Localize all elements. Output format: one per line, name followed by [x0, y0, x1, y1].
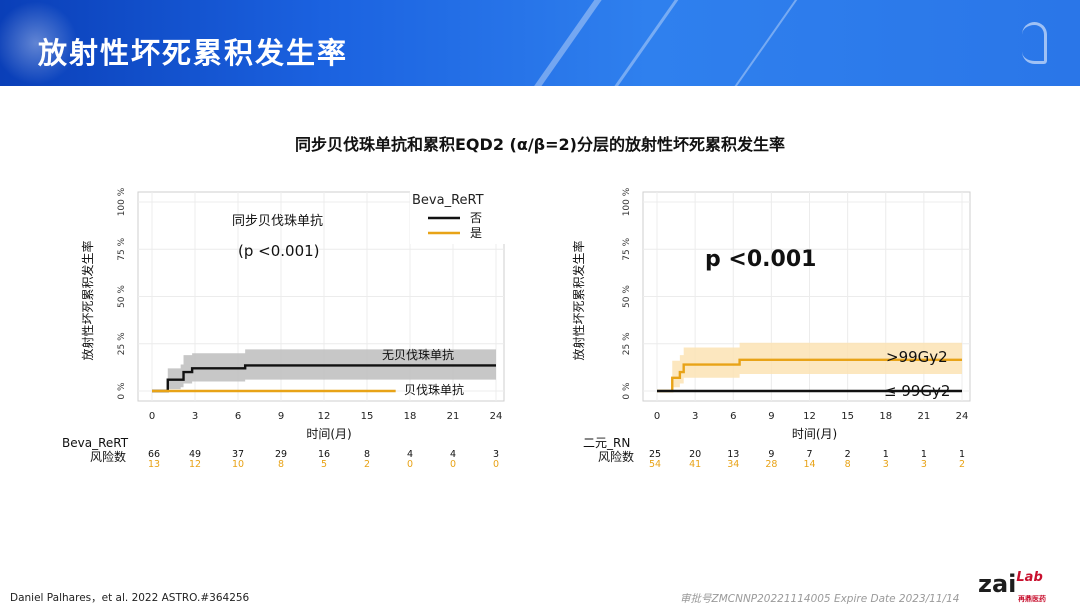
approval-number: 审批号ZMCNNP20221114005 Expire Date 2023/11… [680, 593, 960, 605]
x-tick-label: 6 [730, 411, 736, 422]
risk-table-value: 29 [275, 449, 287, 460]
legend-label: 否 [470, 211, 482, 225]
figure-subtitle: 同步贝伐珠单抗和累积EQD2 (α/β=2)分层的放射性坏死累积发生率 [295, 135, 785, 154]
x-tick-label: 15 [361, 411, 374, 422]
risk-table-value: 0 [450, 459, 456, 470]
risk-table-value: 9 [768, 449, 774, 460]
confidence-band [152, 349, 496, 391]
x-tick-label: 12 [803, 411, 816, 422]
risk-table-title: 二元_RN [583, 436, 630, 450]
x-tick-label: 12 [318, 411, 331, 422]
risk-table-value: 13 [727, 449, 739, 460]
risk-table-value: 1 [883, 449, 889, 460]
x-tick-label: 0 [654, 411, 660, 422]
x-tick-label: 18 [879, 411, 892, 422]
risk-table-value: 12 [189, 459, 201, 470]
risk-table-value: 66 [148, 449, 160, 460]
legend-label: 是 [470, 226, 482, 240]
zailab-logo: zaiLab 再鼎医药 [978, 570, 1046, 603]
y-tick-label: 100 % [117, 187, 127, 216]
risk-table-value: 0 [493, 459, 499, 470]
risk-table-value: 25 [649, 449, 661, 460]
risk-table-value: 13 [148, 459, 160, 470]
risk-table-value: 7 [806, 449, 812, 460]
x-tick-label: 21 [447, 411, 460, 422]
chart-annotation: (p <0.001) [238, 242, 320, 260]
y-tick-label: 0 % [622, 382, 632, 400]
x-tick-label: 24 [956, 411, 969, 422]
risk-table-value: 4 [407, 449, 413, 460]
risk-table-value: 20 [689, 449, 701, 460]
risk-table-value: 54 [649, 459, 661, 470]
x-tick-label: 3 [192, 411, 198, 422]
x-tick-label: 6 [235, 411, 241, 422]
risk-table-value: 41 [689, 459, 701, 470]
risk-table-value: 49 [189, 449, 201, 460]
y-tick-label: 75 % [117, 237, 127, 260]
x-tick-label: 18 [404, 411, 417, 422]
chart-bevacizumab: 0 %25 %50 %75 %100 %0 3 6 9 12 15 18 21 24时间(月)放… [62, 187, 506, 470]
chart-annotation: ≤ 99Gy2 [884, 382, 950, 400]
slide-header: 放射性坏死累积发生率 [0, 0, 1080, 86]
risk-table-value: 8 [364, 449, 370, 460]
risk-table-value: 4 [450, 449, 456, 460]
y-axis-label: 放射性坏死累积发生率 [80, 240, 95, 360]
x-tick-label: 9 [768, 411, 774, 422]
y-axis-label: 放射性坏死累积发生率 [571, 240, 586, 360]
y-tick-label: 25 % [622, 332, 632, 355]
risk-table-value: 3 [883, 459, 889, 470]
risk-table-value: 28 [765, 459, 777, 470]
x-tick-label: 9 [278, 411, 284, 422]
risk-table-label: 风险数 [598, 449, 634, 464]
x-axis-label: 时间(月) [792, 427, 837, 441]
risk-table-value: 10 [232, 459, 244, 470]
chart-annotation: >99Gy2 [886, 348, 948, 366]
risk-table-value: 3 [921, 459, 927, 470]
risk-table-value: 14 [803, 459, 815, 470]
risk-table-value: 0 [407, 459, 413, 470]
brain-graphic [0, 0, 90, 86]
chart-eqd2: 0 %25 %50 %75 %100 %0 3 6 9 12 15 18 21 24时间(月)放… [571, 187, 971, 470]
risk-table-value: 16 [318, 449, 330, 460]
risk-table-label: 风险数 [90, 449, 126, 464]
legend-title: Beva_ReRT [412, 193, 484, 208]
y-tick-label: 75 % [622, 237, 632, 260]
risk-table-value: 8 [278, 459, 284, 470]
x-tick-label: 0 [149, 411, 155, 422]
x-tick-label: 21 [918, 411, 931, 422]
ear-icon [1022, 22, 1047, 64]
risk-table-value: 5 [321, 459, 327, 470]
chart-annotation: 贝伐珠单抗 [404, 382, 464, 397]
chart-annotation: 同步贝伐珠单抗 [232, 214, 323, 229]
risk-table-value: 2 [845, 449, 851, 460]
x-tick-label: 3 [692, 411, 698, 422]
citation: Daniel Palhares，et al. 2022 ASTRO.#36425… [10, 592, 250, 604]
risk-table-value: 1 [921, 449, 927, 460]
risk-table-value: 37 [232, 449, 244, 460]
chart-annotation: p <0.001 [705, 247, 816, 272]
y-tick-label: 50 % [622, 285, 632, 308]
x-tick-label: 24 [490, 411, 503, 422]
y-tick-label: 0 % [117, 382, 127, 400]
risk-table-value: 2 [959, 459, 965, 470]
y-tick-label: 50 % [117, 285, 127, 308]
legend-box [410, 188, 506, 244]
risk-table-value: 2 [364, 459, 370, 470]
risk-table-value: 8 [845, 459, 851, 470]
slide-title: 放射性坏死累积发生率 [38, 36, 349, 70]
x-tick-label: 15 [841, 411, 854, 422]
risk-table-value: 1 [959, 449, 965, 460]
y-tick-label: 25 % [117, 332, 127, 355]
confidence-band [657, 342, 962, 391]
y-tick-label: 100 % [622, 187, 632, 216]
x-axis-label: 时间(月) [306, 427, 351, 441]
risk-table-title: Beva_ReRT [62, 436, 129, 450]
risk-table-value: 34 [727, 459, 739, 470]
risk-table-value: 3 [493, 449, 499, 460]
chart-annotation: 无贝伐珠单抗 [382, 347, 454, 362]
